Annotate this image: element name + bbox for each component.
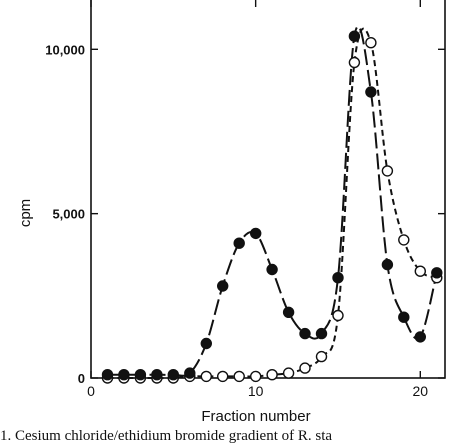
filled-circle-point [332,272,344,284]
filled-circle-point [101,369,114,381]
open-circle-point [282,367,295,379]
plot-frame [90,0,446,379]
open-circle-point [398,234,410,246]
y-tick-label: 5,000 [52,207,85,222]
series-2-line [107,27,438,380]
filled-circle-point [216,280,229,292]
filled-circle-point [365,86,377,98]
filled-circle-point [431,267,443,279]
filled-circle-point [381,258,394,271]
open-circle-point [299,362,311,374]
open-circle-point [315,350,328,363]
filled-circle-point [151,369,163,381]
filled-circle-point [266,263,278,276]
open-circle-point [200,370,213,383]
y-axis-label: cpm [17,199,34,227]
y-tick-label: 10,000 [45,42,85,57]
filled-circle-point [249,227,262,240]
filled-circle-point [200,337,213,350]
open-circle-point [414,265,426,277]
open-circle-point [348,56,361,69]
chart-series-layer [107,25,438,380]
filled-circle-point [315,327,328,340]
figure-caption: 1. Cesium chloride/ethidium bromide grad… [0,428,333,444]
filled-circle-point [299,327,311,340]
filled-circle-point [348,30,361,42]
filled-circle-point [134,369,147,381]
open-circle-point [365,37,377,49]
open-circle-point [249,370,262,383]
chart-axes: 0 10 20 0 5,000 10,000 [45,0,446,399]
open-circle-point [266,369,278,381]
y-tick-label: 0 [78,371,85,386]
x-tick-label: 10 [248,383,264,399]
x-tick-label: 0 [87,383,95,399]
chart-marker-layer [101,30,443,384]
series-1-line [107,25,438,377]
open-circle-point [381,165,394,177]
filled-circle-point [118,369,130,381]
filled-circle-point [414,331,426,343]
x-axis-label: Fraction number [201,408,310,425]
filled-circle-point [398,311,410,323]
filled-circle-point [167,369,180,381]
open-circle-point [216,370,229,383]
x-tick-label: 20 [413,383,429,399]
filled-circle-point [184,367,196,379]
open-circle-point [233,370,245,383]
filled-circle-point [282,306,295,318]
open-circle-point [332,309,344,322]
filled-circle-point [233,237,245,249]
